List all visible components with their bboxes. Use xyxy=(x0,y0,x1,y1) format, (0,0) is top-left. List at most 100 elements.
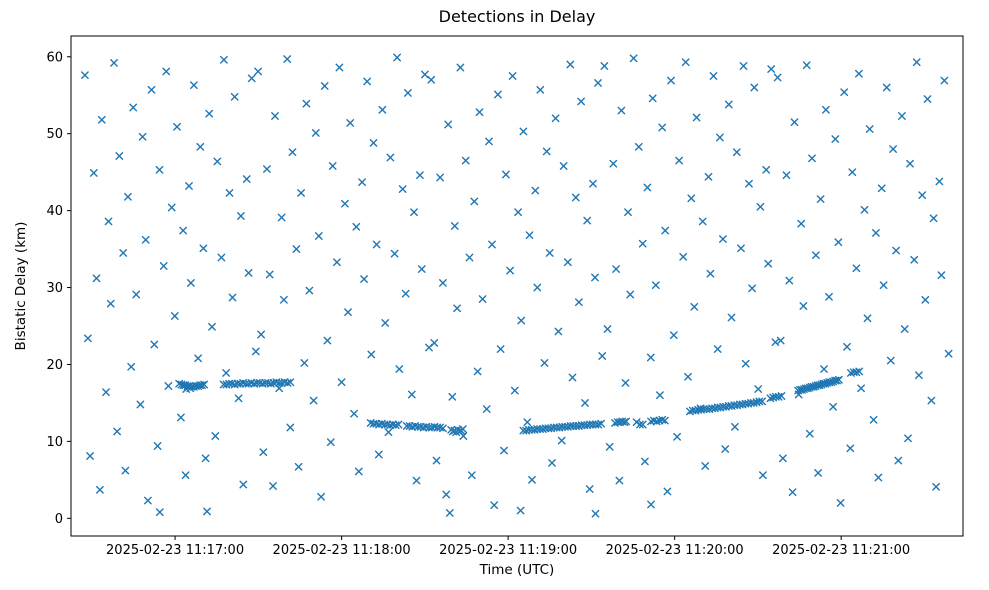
data-point-marker xyxy=(320,82,329,90)
data-point-marker xyxy=(669,331,678,340)
data-point-marker xyxy=(754,385,763,393)
data-point-marker xyxy=(551,114,560,123)
data-point-marker xyxy=(894,456,903,465)
data-point-marker xyxy=(514,208,522,217)
data-point-marker xyxy=(629,54,638,63)
data-point-marker xyxy=(886,356,895,365)
data-point-marker xyxy=(164,382,173,390)
data-point-marker xyxy=(155,165,164,174)
data-point-marker xyxy=(704,172,713,181)
data-point-marker xyxy=(690,302,699,311)
data-point-marker xyxy=(767,65,776,73)
data-point-marker xyxy=(528,475,536,484)
data-point-marker xyxy=(398,185,407,193)
data-point-marker xyxy=(175,379,184,388)
data-point-marker xyxy=(569,422,578,430)
data-point-marker xyxy=(314,232,323,240)
data-point-marker xyxy=(577,97,585,106)
data-point-marker xyxy=(900,325,909,333)
data-point-marker xyxy=(634,142,643,151)
data-point-marker xyxy=(444,120,453,129)
data-point-marker xyxy=(904,434,912,443)
data-point-marker xyxy=(269,482,277,490)
data-point-marker xyxy=(187,279,195,287)
data-point-marker xyxy=(185,182,193,190)
data-point-marker xyxy=(923,95,932,103)
data-point-marker xyxy=(502,170,510,179)
data-point-marker xyxy=(292,245,301,253)
data-point-marker xyxy=(92,274,101,283)
data-point-marker xyxy=(558,422,567,431)
x-tick-label: 2025-02-23 11:18:00 xyxy=(273,543,411,558)
data-point-marker xyxy=(177,413,185,422)
data-point-marker xyxy=(719,235,727,243)
data-point-marker xyxy=(294,462,303,471)
data-point-marker xyxy=(563,258,572,267)
y-tick-label: 60 xyxy=(46,50,63,65)
chart-title: Detections in Delay xyxy=(438,7,596,26)
data-point-marker xyxy=(372,240,381,249)
data-point-marker xyxy=(239,480,248,489)
data-point-marker xyxy=(848,168,857,177)
data-point-marker xyxy=(519,127,528,136)
data-point-marker xyxy=(196,142,205,151)
data-point-marker xyxy=(394,420,403,429)
data-point-marker xyxy=(461,156,470,165)
data-point-marker xyxy=(323,336,332,345)
data-point-marker xyxy=(106,299,115,308)
data-point-marker xyxy=(199,244,208,253)
data-point-marker xyxy=(910,255,919,264)
data-point-marker xyxy=(750,83,759,92)
data-point-marker xyxy=(932,482,940,491)
data-point-marker xyxy=(716,133,724,142)
data-point-marker xyxy=(816,195,825,203)
data-point-marker xyxy=(605,442,614,451)
data-point-marker xyxy=(812,251,820,260)
data-point-marker xyxy=(225,189,234,197)
data-point-marker xyxy=(927,396,936,405)
x-tick-label: 2025-02-23 11:17:00 xyxy=(106,543,244,558)
data-point-marker xyxy=(756,202,765,211)
data-point-marker xyxy=(554,327,563,336)
data-point-marker xyxy=(550,423,558,432)
data-point-marker xyxy=(200,380,209,389)
data-point-marker xyxy=(369,139,378,147)
data-point-marker xyxy=(566,422,575,430)
data-point-marker xyxy=(386,153,395,162)
data-point-marker xyxy=(835,375,843,384)
data-point-marker xyxy=(384,428,393,437)
y-tick-label: 10 xyxy=(46,435,63,450)
data-point-marker xyxy=(779,454,787,463)
data-point-marker xyxy=(525,425,533,434)
data-point-marker xyxy=(571,193,580,202)
data-point-marker xyxy=(496,345,505,353)
data-point-marker xyxy=(129,103,138,112)
x-tick-label: 2025-02-23 11:21:00 xyxy=(772,543,910,558)
data-point-marker xyxy=(583,216,592,225)
data-point-marker xyxy=(603,325,612,333)
data-point-marker xyxy=(393,53,401,62)
data-point-marker xyxy=(673,432,681,441)
data-point-marker xyxy=(802,61,811,70)
data-point-marker xyxy=(825,292,833,301)
data-point-marker xyxy=(354,467,363,476)
data-point-marker xyxy=(259,448,268,457)
data-point-marker xyxy=(739,62,748,70)
data-point-marker xyxy=(588,420,597,429)
data-point-marker xyxy=(230,92,239,101)
data-point-marker xyxy=(545,249,554,257)
data-point-marker xyxy=(81,71,89,80)
data-point-marker xyxy=(450,222,459,230)
data-point-marker xyxy=(525,231,534,240)
data-point-marker xyxy=(478,295,487,303)
data-point-marker xyxy=(352,222,361,231)
data-point-marker xyxy=(439,279,447,287)
data-point-marker xyxy=(179,226,187,235)
data-point-marker xyxy=(127,362,136,371)
data-point-marker xyxy=(758,397,766,406)
plot-frame xyxy=(70,35,964,537)
data-point-marker xyxy=(417,265,426,273)
data-point-marker xyxy=(843,342,851,351)
data-point-marker xyxy=(684,372,692,381)
data-point-marker xyxy=(797,219,806,228)
